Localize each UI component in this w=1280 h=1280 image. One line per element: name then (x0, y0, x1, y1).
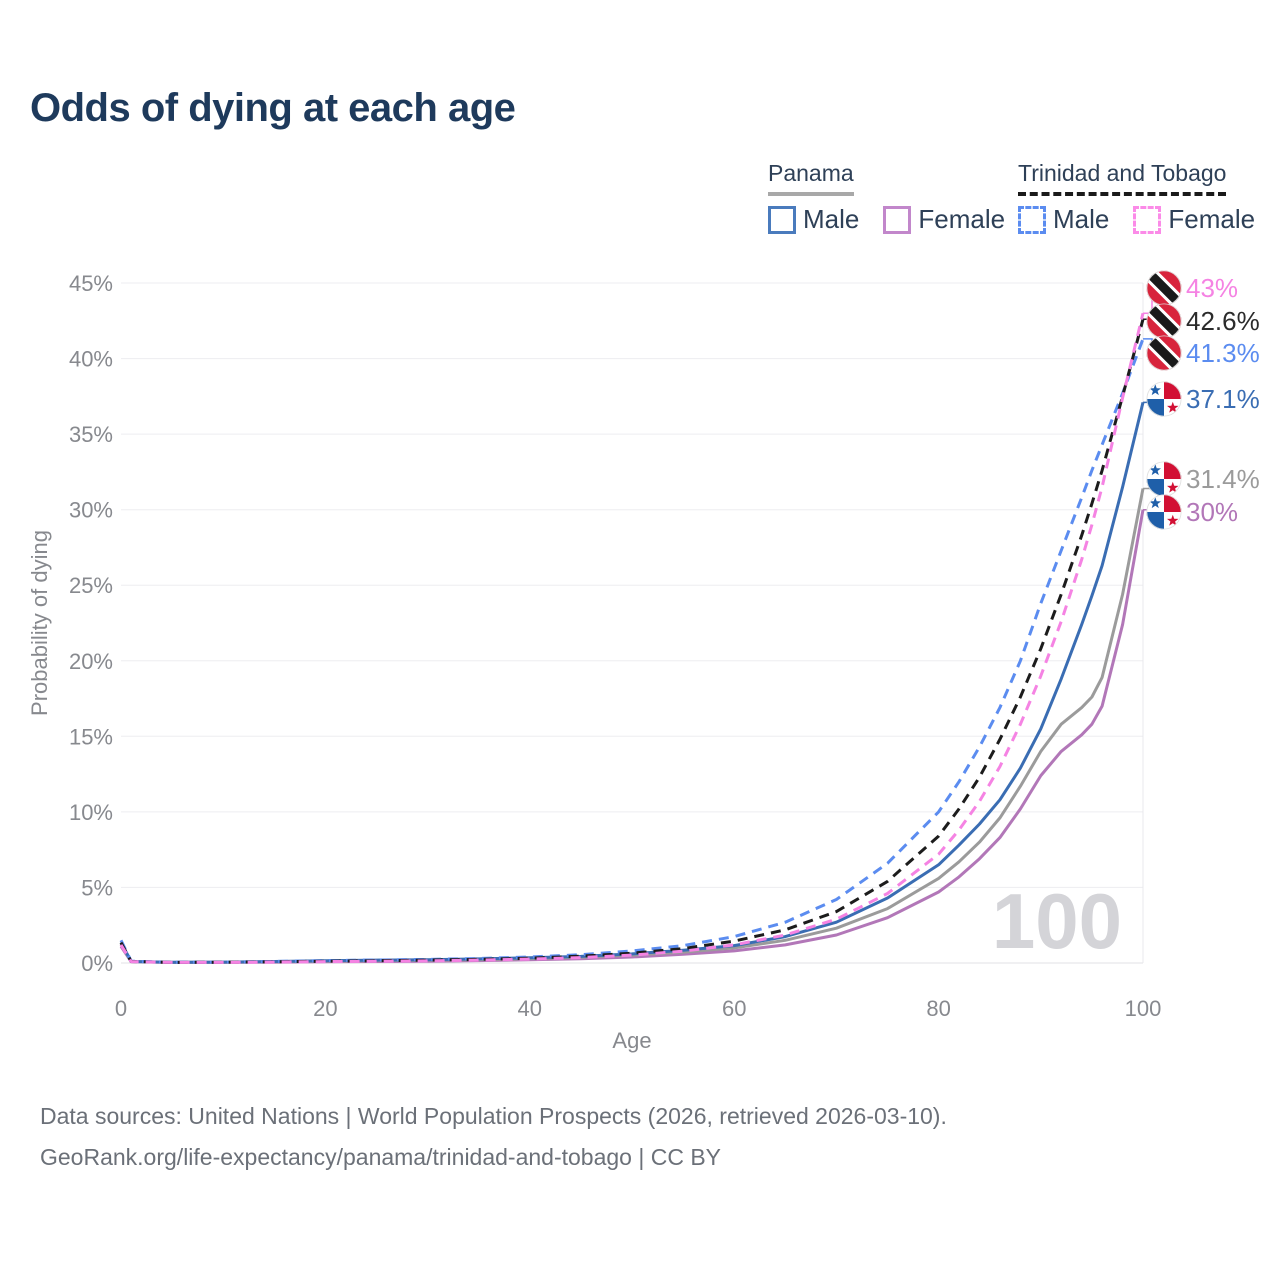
series-line-tt-both[interactable] (119, 318, 1145, 964)
panama-flag-icon (1146, 461, 1182, 497)
panama-flag-icon (1146, 494, 1182, 530)
series-line-tt-male[interactable] (119, 338, 1145, 964)
footer-attribution-link[interactable]: GeoRank.org/life-expectancy/panama/trini… (40, 1144, 722, 1170)
y-tick-label-35: 35% (69, 422, 113, 447)
end-value-label-tt-male: 41.3% (1186, 338, 1260, 368)
y-tick-label-20: 20% (69, 649, 113, 674)
trinidad-tobago-flag-icon (1146, 303, 1182, 339)
legend-label-tt-female: Female (1168, 204, 1256, 234)
legend-checkbox-tt-male[interactable] (1018, 205, 1046, 234)
end-value-label-panama-both: 31.4% (1186, 464, 1260, 494)
legend-checkbox-panama-male[interactable] (768, 205, 796, 234)
y-tick-label-25: 25% (69, 573, 113, 598)
legend-checkbox-tt-female[interactable] (1133, 205, 1162, 234)
legend-label-tt-male: Male (1053, 204, 1110, 234)
end-value-label-panama-female: 30% (1186, 497, 1238, 527)
trinidad-tobago-flag-icon (1146, 270, 1182, 306)
end-value-label-panama-male: 37.1% (1186, 384, 1260, 414)
footer: Data sources: United Nations | World Pop… (40, 1096, 947, 1178)
page-title: Odds of dying at each age (30, 86, 516, 130)
y-axis-title: Probability of dying (27, 530, 52, 716)
y-tick-label-10: 10% (69, 800, 113, 825)
footer-data-sources: Data sources: United Nations | World Pop… (40, 1103, 947, 1129)
panama-flag-icon (1146, 381, 1182, 417)
legend-item-tt-female[interactable]: Female (1133, 204, 1255, 235)
legend-label-panama-male: Male (803, 204, 860, 234)
x-tick-label-80: 80 (926, 996, 950, 1021)
end-value-label-tt-both: 42.6% (1186, 306, 1260, 336)
series-line-tt-female[interactable] (119, 312, 1145, 964)
end-value-label-tt-female: 43% (1186, 273, 1238, 303)
trinidad-tobago-flag-icon (1146, 335, 1182, 371)
x-tick-label-20: 20 (313, 996, 337, 1021)
y-tick-label-40: 40% (69, 347, 113, 372)
legend-item-tt-male[interactable]: Male (1018, 204, 1109, 235)
legend-header-trinidad-tobago: Trinidad and Tobago (1018, 160, 1227, 196)
x-tick-label-100: 100 (1125, 996, 1162, 1021)
legend-item-panama-female[interactable]: Female (883, 204, 1005, 235)
legend-checkbox-panama-female[interactable] (883, 205, 912, 234)
series-line-panama-male[interactable] (119, 402, 1145, 964)
x-tick-label-60: 60 (722, 996, 746, 1021)
y-tick-label-0: 0% (81, 951, 113, 976)
legend-group-trinidad-tobago: Trinidad and Tobago Male Female (1018, 160, 1255, 235)
hover-age-watermark: 100 (992, 877, 1122, 965)
x-tick-label-0: 0 (115, 996, 127, 1021)
y-tick-label-30: 30% (69, 498, 113, 523)
legend-item-panama-male[interactable]: Male (768, 204, 859, 235)
y-tick-label-15: 15% (69, 724, 113, 749)
legend-header-panama: Panama (768, 160, 854, 196)
y-tick-label-45: 45% (69, 271, 113, 296)
legend-group-panama: Panama Male Female (768, 160, 1005, 235)
legend-label-panama-female: Female (918, 204, 1006, 234)
x-tick-label-40: 40 (518, 996, 542, 1021)
x-axis-title: Age (612, 1028, 651, 1053)
y-tick-label-5: 5% (81, 875, 113, 900)
